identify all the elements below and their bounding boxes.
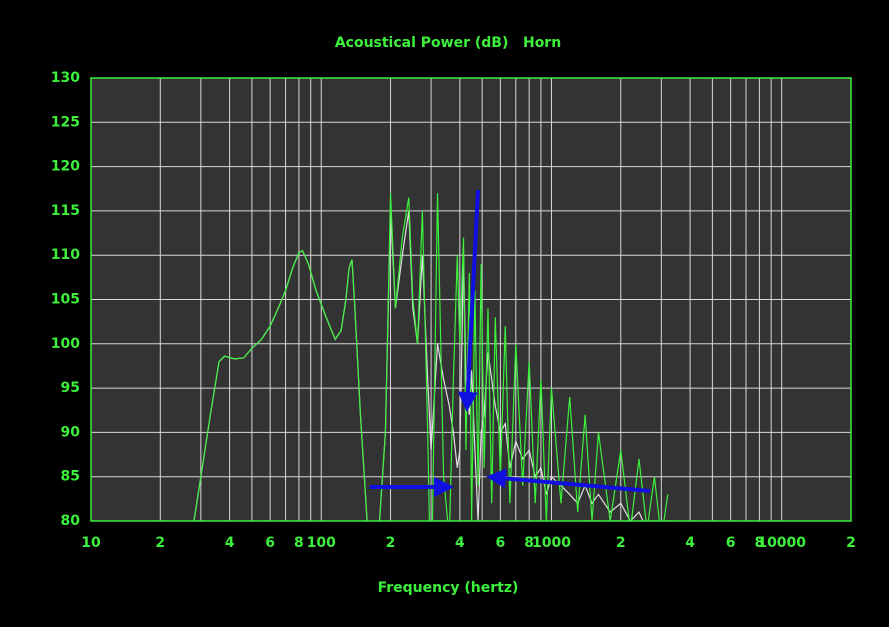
y-tick-label: 100 bbox=[51, 336, 80, 352]
x-tick-label: 4 bbox=[455, 535, 465, 551]
y-tick-label: 95 bbox=[61, 380, 80, 396]
y-tick-label: 115 bbox=[51, 203, 80, 219]
x-axis-label: Frequency (hertz) bbox=[378, 580, 519, 596]
plot-border bbox=[90, 77, 852, 522]
y-tick-label: 90 bbox=[61, 424, 81, 440]
x-tick-label: 100 bbox=[307, 535, 336, 551]
series-line bbox=[193, 193, 669, 521]
y-tick-label: 130 bbox=[51, 70, 80, 86]
x-tick-label: 2 bbox=[846, 535, 856, 551]
y-tick-label: 105 bbox=[51, 292, 80, 308]
x-tick-label: 1000 bbox=[532, 535, 571, 551]
x-tick-label: 6 bbox=[496, 535, 506, 551]
x-tick-label: 8 bbox=[755, 535, 765, 551]
x-tick-label: 2 bbox=[386, 535, 396, 551]
x-tick-label: 10 bbox=[81, 535, 101, 551]
arrow bbox=[486, 468, 651, 493]
annotations bbox=[370, 189, 651, 497]
y-tick-label: 110 bbox=[51, 247, 80, 263]
lines bbox=[193, 193, 669, 521]
y-tick-label: 85 bbox=[61, 469, 80, 485]
y-tick-label: 80 bbox=[61, 513, 81, 529]
x-tick-label: 4 bbox=[225, 535, 235, 551]
y-tick-label: 120 bbox=[51, 159, 80, 175]
x-tick-label: 6 bbox=[265, 535, 275, 551]
x-tick-label: 2 bbox=[155, 535, 165, 551]
x-tick-label: 2 bbox=[616, 535, 626, 551]
x-tick-label: 8 bbox=[294, 535, 304, 551]
x-tick-label: 8 bbox=[524, 535, 534, 551]
arrow bbox=[457, 189, 480, 412]
chart-title: Acoustical Power (dB) Horn bbox=[335, 35, 561, 51]
x-tick-label: 10000 bbox=[757, 535, 806, 551]
x-tick-label: 4 bbox=[685, 535, 695, 551]
x-tick-label: 6 bbox=[726, 535, 736, 551]
y-tick-label: 125 bbox=[51, 114, 80, 130]
